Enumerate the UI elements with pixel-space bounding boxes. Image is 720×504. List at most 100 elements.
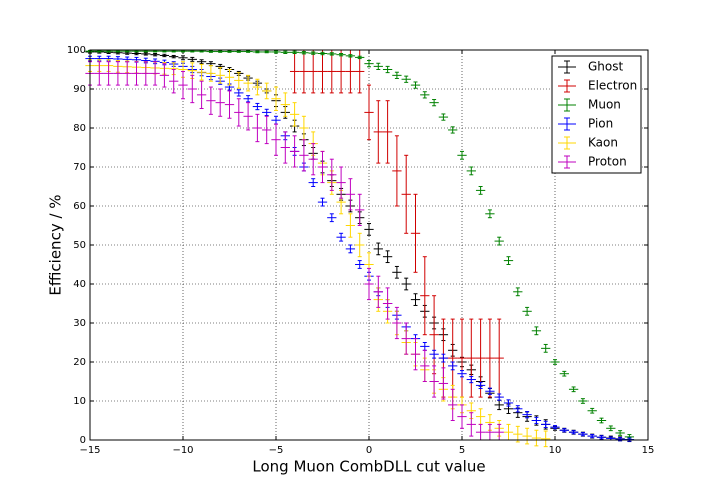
legend-label: Kaon (588, 136, 618, 150)
data-point (345, 54, 356, 58)
data-point (345, 244, 356, 254)
data-point (252, 102, 263, 111)
data-point (531, 416, 542, 425)
data-point (308, 178, 318, 187)
data-point (234, 50, 244, 53)
data-point (541, 343, 551, 353)
data-point (364, 223, 374, 236)
y-tick-label: 30 (73, 318, 86, 329)
legend-box (551, 55, 642, 174)
data-point (494, 393, 504, 401)
data-point (485, 209, 495, 219)
legend-label: Ghost (588, 60, 623, 74)
data-point (559, 428, 569, 433)
series (85, 61, 504, 441)
data-point (559, 370, 569, 377)
x-tick-label: −15 (79, 445, 100, 456)
data-point (317, 197, 328, 207)
y-tick-label: 60 (73, 201, 86, 212)
data-point (466, 412, 476, 437)
data-point (317, 51, 328, 56)
y-tick-label: 40 (73, 279, 86, 290)
data-point (234, 98, 244, 127)
data-point (317, 150, 328, 184)
data-point (345, 178, 356, 211)
data-point (429, 365, 439, 398)
y-tick-label: 0 (80, 435, 86, 446)
data-point (215, 67, 225, 84)
x-tick-label: 0 (366, 445, 372, 456)
data-point (122, 61, 132, 86)
data-point (448, 388, 458, 421)
data-point (420, 91, 430, 99)
data-point (262, 108, 272, 117)
y-tick-label: 100 (67, 45, 86, 56)
data-point (438, 113, 449, 121)
data-point (252, 113, 263, 143)
data-point (224, 50, 235, 53)
data-point (271, 86, 281, 111)
data-point (355, 232, 365, 258)
data-point (382, 250, 393, 264)
data-point (401, 277, 411, 291)
data-point (271, 50, 281, 54)
data-point (299, 139, 309, 172)
data-point (531, 326, 542, 336)
data-point (410, 193, 421, 273)
data-point (475, 381, 486, 390)
data-point (364, 267, 374, 301)
data-point (522, 306, 532, 316)
data-point (392, 71, 402, 79)
data-point (373, 62, 383, 70)
data-point (513, 287, 523, 297)
data-point (541, 430, 551, 448)
data-point (262, 82, 272, 100)
data-point (373, 100, 383, 164)
data-point (448, 361, 458, 371)
y-tick-label: 70 (73, 162, 86, 173)
data-point (606, 425, 616, 432)
data-point (475, 186, 486, 195)
data-point (420, 256, 430, 336)
legend-label: Muon (588, 98, 621, 112)
data-point (150, 61, 160, 86)
x-axis-label: Long Muon CombDLL cut value (252, 458, 485, 476)
data-point (308, 51, 318, 55)
data-point (587, 434, 597, 439)
data-point (392, 265, 402, 279)
data-point (141, 52, 151, 56)
data-point (513, 425, 523, 443)
data-point (568, 430, 579, 435)
data-point (327, 52, 337, 56)
data-point (550, 359, 560, 365)
data-point (215, 88, 225, 117)
legend: Ghost Electron Muon Pion Kaon Proton (551, 55, 642, 174)
data-point (103, 61, 114, 86)
data-point (513, 405, 523, 413)
data-point (429, 99, 439, 107)
data-point (224, 90, 235, 119)
plot-frame (89, 49, 649, 441)
data-point (187, 56, 197, 62)
data-point (457, 404, 467, 429)
data-point (280, 50, 290, 55)
data-point (262, 50, 272, 54)
data-point (159, 53, 170, 58)
legend-label: Electron (588, 79, 637, 93)
data-point (262, 115, 272, 145)
data-point (169, 69, 179, 94)
x-tick-label: 5 (459, 445, 465, 456)
data-point (466, 166, 476, 176)
data-point (178, 70, 188, 100)
data-point (438, 367, 449, 400)
data-point (420, 342, 430, 351)
data-point (252, 78, 263, 96)
data-point (243, 74, 253, 92)
data-point (308, 49, 318, 94)
data-point (336, 166, 346, 199)
data-point (401, 154, 411, 234)
data-point (169, 54, 179, 59)
data-point (587, 407, 597, 414)
y-tick-label: 90 (73, 84, 86, 95)
data-point (401, 322, 411, 355)
